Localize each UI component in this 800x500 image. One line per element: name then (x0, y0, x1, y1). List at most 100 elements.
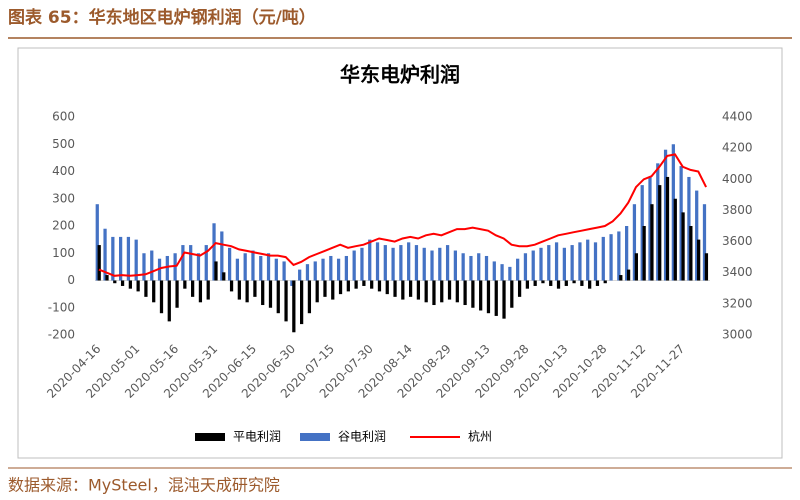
bar (642, 226, 646, 281)
bar (383, 245, 387, 281)
bar (556, 280, 561, 289)
bar (266, 253, 271, 281)
bar (547, 245, 551, 281)
bar (105, 275, 109, 281)
bar (494, 280, 498, 316)
bar (702, 204, 707, 281)
bar (407, 242, 411, 281)
bar (562, 247, 566, 281)
bar (554, 242, 559, 281)
legend-label: 谷电利润 (338, 430, 386, 444)
source: 数据来源：MySteel，混沌天成研究院 (8, 476, 280, 495)
bar (253, 280, 257, 297)
bar (189, 245, 193, 281)
y2-tick-label: 3400 (722, 265, 753, 279)
bar (268, 280, 273, 308)
bar (134, 239, 138, 281)
bar (196, 253, 201, 281)
bar (687, 176, 691, 281)
bar (126, 236, 131, 281)
bar (430, 250, 434, 281)
y-tick-label: 500 (52, 137, 75, 151)
y-tick-label: -100 (48, 300, 75, 314)
bar (463, 280, 467, 306)
bar (375, 242, 380, 281)
bar (671, 144, 675, 281)
bar (305, 264, 310, 281)
legend-swatch (300, 433, 330, 441)
bar (113, 280, 117, 284)
bar (588, 280, 592, 289)
bar (243, 253, 247, 281)
bar (447, 280, 452, 300)
bar (292, 280, 296, 333)
bar (229, 280, 234, 292)
bar (486, 280, 491, 314)
bar (408, 280, 413, 297)
bar (222, 272, 226, 281)
bar (237, 280, 241, 300)
chart-title: 华东电炉利润 (340, 63, 460, 87)
bar (665, 176, 670, 281)
caption: 图表 65：华东地区电炉钢利润（元/吨） (8, 7, 316, 28)
bar (510, 280, 514, 308)
bar (681, 212, 685, 281)
bar (564, 280, 568, 286)
bar (212, 223, 216, 281)
y2-tick-label: 4200 (722, 141, 753, 155)
y-tick-label: 100 (52, 246, 75, 260)
y-tick-label: 400 (52, 164, 75, 178)
bar (181, 245, 185, 281)
y-tick-label: 300 (52, 191, 75, 205)
bar (393, 280, 397, 297)
bar (290, 280, 294, 286)
bar (578, 242, 582, 281)
bar (259, 255, 263, 281)
bar (593, 242, 598, 281)
bar (282, 261, 286, 281)
y2-tick-label: 3200 (722, 296, 753, 310)
bar (484, 255, 489, 281)
bar (663, 149, 668, 281)
bar (360, 247, 364, 281)
bar (214, 261, 218, 281)
bar (235, 258, 240, 281)
bar (336, 258, 341, 281)
bar (625, 226, 629, 281)
bar (539, 247, 543, 281)
bar (469, 255, 473, 281)
bar (354, 280, 358, 289)
bar (307, 280, 312, 314)
bar (274, 258, 278, 281)
bar (461, 253, 465, 281)
bar (603, 280, 607, 284)
bar (97, 245, 101, 281)
bar (580, 280, 584, 286)
bar (445, 245, 450, 281)
bar (572, 280, 576, 284)
bar (471, 280, 475, 308)
bar (586, 239, 590, 281)
bar (697, 239, 701, 281)
bar (206, 280, 210, 300)
bar (321, 258, 325, 281)
bar (679, 166, 683, 281)
bar (191, 280, 195, 297)
bar (346, 280, 350, 292)
y-tick-label: 600 (52, 110, 75, 124)
bar (399, 245, 403, 281)
bar (516, 258, 520, 281)
bar (626, 269, 631, 281)
bar (95, 204, 99, 281)
bar (159, 280, 164, 314)
bar (479, 280, 483, 311)
bar (650, 204, 654, 281)
bar (165, 255, 169, 281)
bar (549, 280, 553, 286)
bar (414, 245, 419, 281)
bar (617, 231, 621, 281)
bar (103, 228, 107, 281)
bar (492, 261, 496, 281)
legend-label: 杭州 (468, 429, 492, 444)
